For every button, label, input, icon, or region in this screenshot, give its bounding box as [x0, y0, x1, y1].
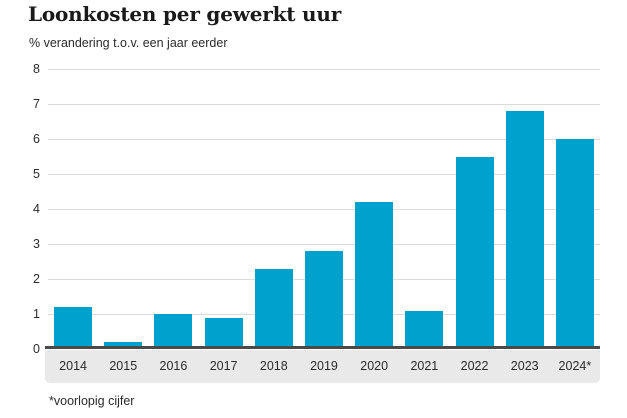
- x-axis-tick-label: 2023: [510, 359, 539, 373]
- x-axis-tick-label: 2018: [259, 359, 288, 373]
- gridline: [48, 244, 600, 245]
- bar: [54, 307, 93, 349]
- x-axis-tick-label: 2014: [59, 359, 87, 373]
- gridline: [48, 209, 600, 210]
- chart-title: Loonkosten per gewerkt uur: [28, 2, 342, 26]
- y-axis-tick-label: 6: [33, 132, 40, 146]
- x-axis-tick-label: 2020: [360, 359, 389, 373]
- bar: [104, 342, 143, 349]
- x-axis-tick-label: 2016: [159, 359, 188, 373]
- bar: [204, 317, 243, 349]
- bar: [455, 156, 494, 349]
- gridline: [48, 139, 600, 140]
- y-axis-tick-label: 8: [33, 62, 40, 76]
- y-axis-tick-label: 5: [33, 167, 40, 181]
- y-axis-tick-label: 7: [33, 97, 40, 111]
- bar: [154, 314, 193, 349]
- gridline: [48, 174, 600, 175]
- x-axis-tick-label: 2015: [109, 359, 138, 373]
- bar: [505, 111, 544, 349]
- x-axis-baseline: [45, 346, 600, 349]
- x-axis-tick-label: 2019: [310, 359, 338, 373]
- x-axis-tick-label: 2017: [209, 359, 238, 373]
- chart-footnote: *voorlopig cijfer: [49, 394, 135, 408]
- y-axis-tick-label: 1: [33, 307, 40, 321]
- x-axis-tick-label: 2024*: [558, 359, 592, 373]
- y-axis-tick-label: 2: [33, 272, 40, 286]
- x-axis-tick-label: 2022: [460, 359, 489, 373]
- bar: [254, 268, 293, 349]
- bar: [305, 251, 343, 349]
- y-axis-tick-label: 4: [33, 202, 40, 216]
- y-axis-tick-label: 0: [33, 342, 40, 356]
- chart-subtitle: % verandering t.o.v. een jaar eerder: [29, 36, 228, 50]
- y-axis-tick-label: 3: [33, 237, 40, 251]
- bar: [555, 139, 594, 349]
- x-axis-tick-label: 2021: [410, 359, 439, 373]
- gridline: [48, 104, 600, 105]
- x-axis-band: [45, 350, 600, 383]
- bar: [355, 202, 394, 349]
- gridline: [48, 69, 600, 70]
- bar: [405, 310, 444, 349]
